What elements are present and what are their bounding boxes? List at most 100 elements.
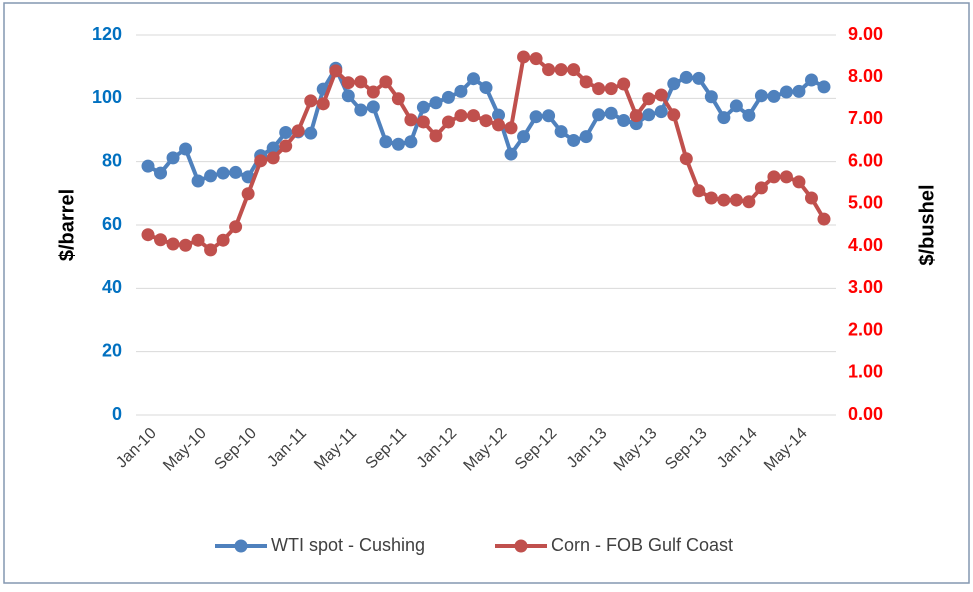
data-point [679,70,693,84]
y-tick-label: 20 [102,340,122,360]
data-point [492,108,506,122]
data-point [517,50,531,64]
data-point [529,52,543,66]
data-point [454,84,468,98]
data-point [341,89,355,103]
data-point [254,154,268,168]
y-tick-label: 100 [92,87,122,107]
data-point [204,243,218,257]
data-point [379,135,393,149]
data-point [154,233,168,247]
y2-tick-label: 4.00 [848,235,883,255]
data-point [704,90,718,104]
y-tick-label: 60 [102,214,122,234]
data-point [579,75,593,89]
data-point [792,175,806,189]
y2-tick-label: 9.00 [848,24,883,44]
data-point [304,126,318,140]
data-point [729,193,743,207]
data-point [779,170,793,184]
y-tick-label: 80 [102,150,122,170]
data-point [804,191,818,205]
data-point [704,191,718,205]
data-point [692,71,706,85]
y2-tick-label: 3.00 [848,277,883,297]
y2-tick-label: 7.00 [848,108,883,128]
data-point [216,233,230,247]
data-point [416,115,430,129]
data-point [266,151,280,165]
data-point [191,233,205,247]
data-point [479,81,493,95]
data-point [667,77,681,91]
data-point [441,90,455,104]
data-point [279,139,293,153]
legend-marker [234,539,248,553]
data-point [441,115,455,129]
y-tick-label: 40 [102,277,122,297]
data-point [229,165,243,179]
data-point [817,80,831,94]
data-point [354,103,368,117]
data-point [642,92,656,106]
data-point [667,108,681,122]
data-point [404,135,418,149]
data-point [141,228,155,242]
y2-axis-title: $/bushel [916,184,938,265]
y2-tick-label: 2.00 [848,319,883,339]
data-point [542,63,556,77]
data-point [504,147,518,161]
data-point [466,72,480,86]
data-point [617,114,631,127]
data-point [554,63,568,77]
data-point [517,130,531,144]
y-tick-label: 0 [112,404,122,424]
y-tick-label: 120 [92,24,122,44]
data-point [767,89,781,103]
legend-marker [514,539,528,553]
y-axis-title: $/barrel [56,189,78,261]
data-point [454,109,468,123]
data-point [654,105,668,119]
data-point [366,100,380,114]
data-point [166,237,180,251]
data-point [654,88,668,102]
data-point [492,118,506,132]
data-point [204,169,218,183]
data-point [679,152,693,166]
data-point [279,126,293,140]
data-point [429,129,443,143]
data-point [717,193,731,207]
data-point [266,141,280,155]
data-point [429,96,443,110]
data-point [191,174,205,188]
data-point [229,220,243,234]
data-point [567,133,581,147]
data-point [316,97,330,111]
y2-tick-label: 6.00 [848,150,883,170]
data-point [341,76,355,90]
data-point [241,187,255,201]
data-point [779,85,793,99]
data-point [179,142,193,156]
data-point [466,109,480,123]
y2-tick-label: 0.00 [848,404,883,424]
data-point [717,111,731,125]
data-point [792,84,806,98]
data-point [416,100,430,114]
data-point [604,82,618,96]
data-point [304,94,318,108]
data-point [817,212,831,226]
data-point [366,85,380,99]
legend-label: WTI spot - Cushing [271,535,425,555]
data-point [354,75,368,89]
data-point [604,106,618,120]
data-point [529,110,543,124]
data-point [767,170,781,184]
data-point [617,77,631,91]
data-point [754,89,768,103]
data-point [329,64,343,78]
data-point [479,114,493,128]
data-point [542,109,556,123]
y2-tick-label: 1.00 [848,362,883,382]
